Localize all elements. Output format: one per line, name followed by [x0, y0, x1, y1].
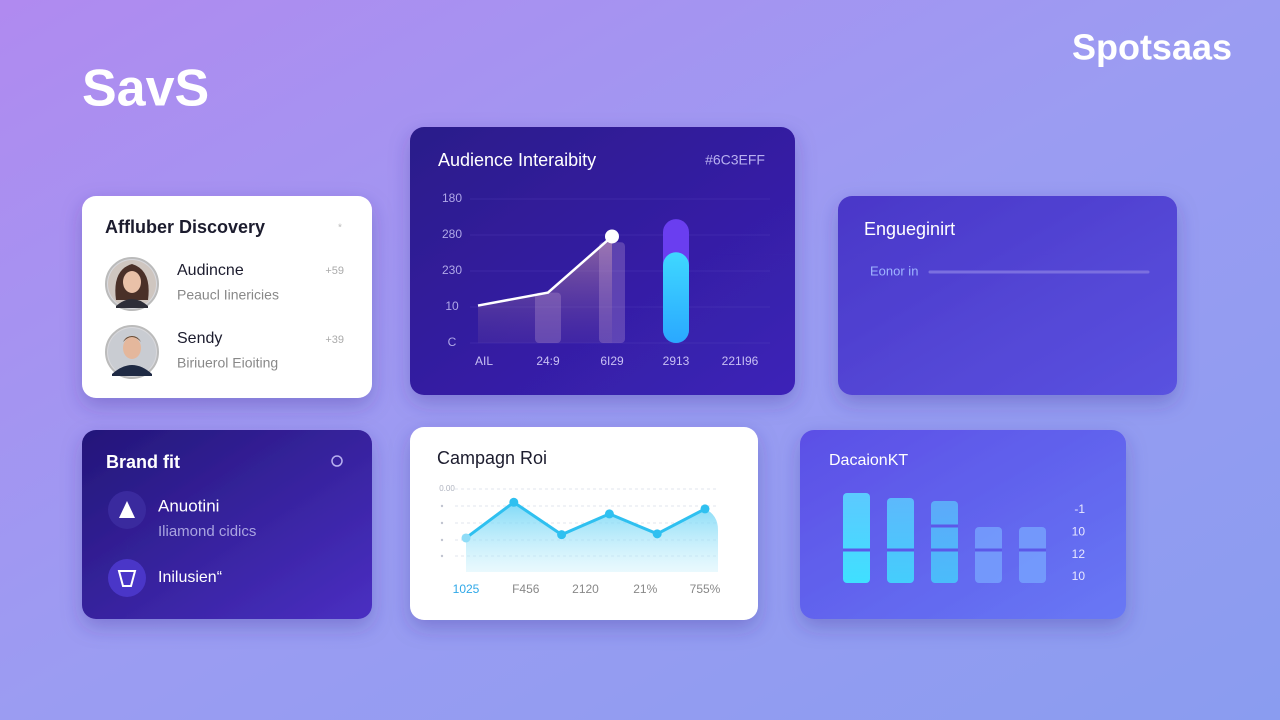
item-detail: Iliamond cidics: [158, 523, 256, 540]
line-point: [652, 529, 662, 539]
item-name: Anuotini: [158, 496, 219, 515]
x-tick-label: 6I29: [600, 354, 624, 368]
y-tick-label: 10: [445, 299, 459, 313]
audience-chart: 180 280 230 10 C AIL 24:9 6I29 2913 221I96: [442, 191, 770, 368]
card-title: Affluber Discovery: [105, 217, 265, 237]
card-title: DacaionKT: [829, 452, 908, 469]
page-title: SavS: [82, 60, 209, 118]
line: [465, 500, 706, 540]
x-tick-label: AIL: [475, 354, 493, 368]
bar: [931, 501, 958, 583]
card-title: Campagn Roi: [437, 448, 547, 468]
y-tick-label: 0.00: [439, 484, 455, 493]
dacaion-chart: -1 10 12 10: [843, 493, 1085, 583]
x-tick-label: 221I96: [722, 354, 759, 368]
campaign-chart: 0.00 1025 F456 2120 21% 755%: [439, 484, 720, 596]
y-tick-label: 180: [442, 191, 462, 205]
y-tick-label: 10: [1072, 569, 1086, 583]
line-area: [478, 236, 612, 343]
tick-dot: [440, 504, 444, 508]
bar: [975, 527, 1002, 583]
x-tick-label: 24:9: [536, 354, 560, 368]
line-point: [557, 530, 567, 540]
person-role: Peaucl Iinericies: [177, 287, 279, 303]
line-point: [605, 229, 619, 244]
person-name: Audincne: [177, 262, 244, 279]
card-title: Engueginirt: [864, 219, 955, 239]
bar: [843, 493, 870, 583]
card-title: Audience Interaibity: [438, 150, 596, 170]
tick-dot: [440, 538, 444, 542]
brand-fit-card: [82, 430, 372, 619]
y-tick-label: C: [448, 335, 457, 349]
x-tick-label: 21%: [633, 582, 657, 596]
y-tick-label: 12: [1072, 547, 1086, 561]
progress-label: Eonor in: [870, 263, 918, 278]
x-tick-label: 2120: [572, 582, 599, 596]
avatar: [105, 325, 159, 379]
card-title: Brand fit: [106, 452, 180, 472]
card-icon: *: [338, 223, 342, 234]
bar: [535, 292, 561, 343]
engagement-card: [838, 196, 1177, 395]
item-icon: [108, 559, 146, 597]
person-role: Biriuerol Eioiting: [177, 355, 278, 371]
avatar: [105, 257, 159, 311]
bar: [599, 242, 625, 343]
line-point: [604, 509, 614, 519]
line-point: [461, 533, 471, 543]
y-tick-label: -1: [1074, 502, 1085, 516]
person-meta: +59: [325, 265, 344, 277]
line-point: [700, 504, 710, 514]
person-name: Sendy: [177, 330, 222, 347]
y-tick-label: 280: [442, 227, 462, 241]
bar: [887, 498, 914, 583]
item-icon-glyph: [119, 501, 135, 518]
x-tick-label: F456: [512, 582, 540, 596]
item-name: Inilusien“: [158, 569, 222, 586]
x-tick-label: 1025: [453, 582, 480, 596]
tick-dot: [440, 554, 444, 558]
color-code: #6C3EFF: [705, 152, 765, 168]
line-point: [509, 497, 519, 507]
bar: [663, 252, 689, 343]
line: [477, 235, 613, 307]
y-tick-label: 230: [442, 263, 462, 277]
item-icon-glyph: [117, 570, 137, 587]
x-tick-label: 2913: [663, 354, 690, 368]
bar: [1019, 527, 1046, 583]
y-tick-label: 10: [1072, 524, 1086, 538]
person-meta: +39: [325, 334, 344, 346]
line-area: [466, 502, 718, 572]
logo: Spotsaas: [1072, 27, 1232, 68]
tick-dot: [440, 521, 444, 525]
x-tick-label: 755%: [690, 582, 721, 596]
card-icon: [331, 455, 343, 467]
